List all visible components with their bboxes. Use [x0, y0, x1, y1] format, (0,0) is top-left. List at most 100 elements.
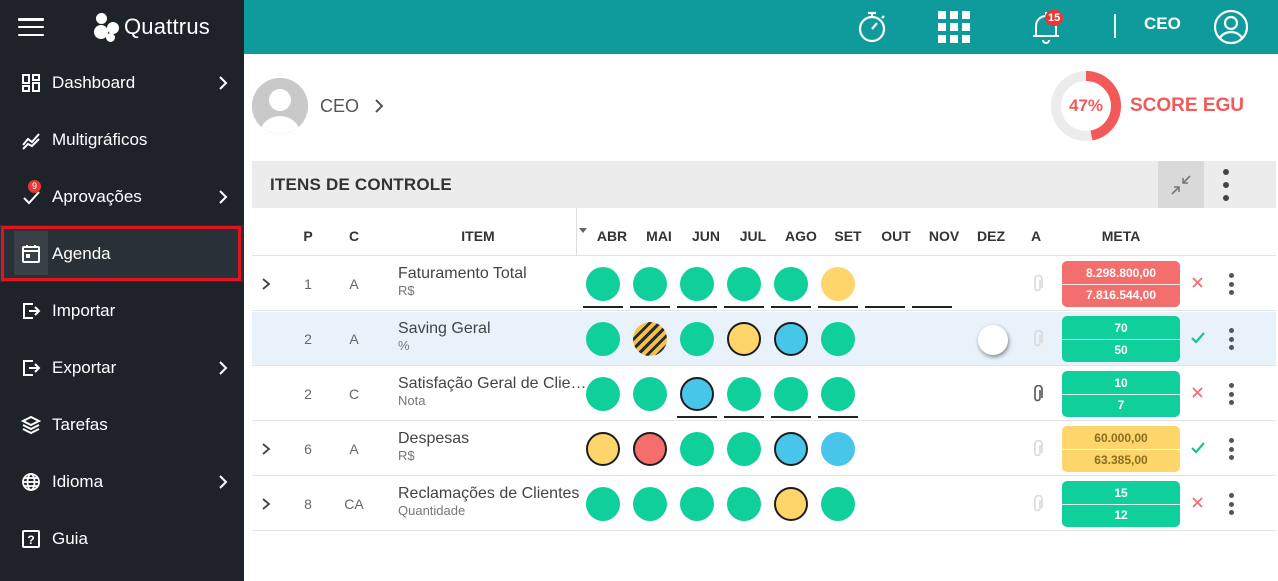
status-dot-blue[interactable] — [774, 322, 808, 356]
sidebar-item-aprovacoes[interactable]: 9 Aprovações — [0, 168, 244, 225]
status-dot-green[interactable] — [727, 377, 761, 411]
meta-actual: 12 — [1114, 507, 1128, 522]
status-dot-green[interactable] — [586, 322, 620, 356]
item-unit: R$ — [398, 448, 415, 463]
status-dot-green[interactable] — [633, 267, 667, 301]
column-header-p[interactable]: P — [303, 228, 313, 244]
column-header-item[interactable]: ITEM — [461, 228, 495, 244]
hamburger-menu-icon[interactable] — [18, 18, 44, 36]
score-label: SCORE EGU — [1130, 95, 1245, 116]
row-menu-icon[interactable] — [1227, 438, 1235, 460]
table-row[interactable]: 8 CA Reclamações de Clientes Quantidade 15 12 — [252, 477, 1276, 531]
status-dot-green[interactable] — [821, 322, 855, 356]
sidebar-item-tarefas[interactable]: Tarefas — [0, 396, 244, 453]
top-bar: 15 CEO — [244, 0, 1278, 54]
meta-badge[interactable]: 15 12 — [1062, 481, 1180, 527]
item-cell[interactable]: Saving Geral% — [398, 320, 592, 353]
status-dot-green[interactable] — [586, 487, 620, 521]
meta-badge[interactable]: 10 7 — [1062, 371, 1180, 417]
status-dot-blue[interactable] — [774, 432, 808, 466]
month-underline — [912, 306, 952, 308]
row-menu-icon[interactable] — [1227, 328, 1235, 350]
user-avatar-icon[interactable] — [1212, 0, 1250, 54]
status-dot-blue[interactable] — [680, 377, 714, 411]
user-breadcrumb[interactable]: CEO — [252, 78, 385, 134]
logo[interactable]: Quattrus — [94, 12, 210, 42]
status-dot-green[interactable] — [727, 432, 761, 466]
status-dot-green[interactable] — [727, 267, 761, 301]
status-dot-green[interactable] — [586, 267, 620, 301]
column-header-month: AGO — [785, 228, 817, 244]
meta-actual: 7 — [1117, 397, 1125, 412]
status-dot-green[interactable] — [680, 487, 714, 521]
status-dot-striped[interactable] — [633, 322, 667, 356]
status-dot-green[interactable] — [774, 377, 808, 411]
sidebar-item-multigraficos[interactable]: Multigráficos — [0, 111, 244, 168]
expand-row-chevron-icon[interactable] — [258, 422, 274, 476]
sidebar-item-dashboard[interactable]: Dashboard — [0, 54, 244, 111]
status-dot-yellow[interactable] — [821, 267, 855, 301]
status-dot-green[interactable] — [633, 377, 667, 411]
collapse-button[interactable] — [1158, 161, 1204, 208]
expand-row-chevron-icon[interactable] — [258, 257, 274, 311]
table-row[interactable]: 6 A Despesas R$ 60.000,00 63.385,00 — [252, 422, 1276, 476]
item-cell[interactable]: Satisfação Geral de Clientes Nota — [398, 375, 592, 408]
apps-grid-icon[interactable] — [936, 0, 972, 54]
table-row[interactable]: 2 A Saving Geral% 70 50 — [252, 312, 1276, 366]
panel-title: ITENS DE CONTROLE — [270, 175, 452, 194]
status-dot-green[interactable] — [680, 322, 714, 356]
toggle-knob[interactable] — [978, 325, 1008, 355]
status-dot-green[interactable] — [680, 267, 714, 301]
sidebar-item-exportar[interactable]: Exportar — [0, 339, 244, 396]
trend-icon — [20, 129, 42, 151]
item-cell[interactable]: Faturamento Total R$ — [398, 265, 592, 298]
status-dot-green[interactable] — [821, 487, 855, 521]
status-dot-green[interactable] — [680, 432, 714, 466]
status-dot-red[interactable] — [633, 432, 667, 466]
status-dot-yellow[interactable] — [774, 487, 808, 521]
expand-row-chevron-icon[interactable] — [258, 477, 274, 531]
status-dot-green[interactable] — [633, 487, 667, 521]
user-name: CEO — [320, 95, 360, 116]
item-cell[interactable]: Despesas R$ — [398, 430, 592, 463]
help-icon: ? — [20, 528, 42, 550]
item-cell[interactable]: Reclamações de Clientes Quantidade — [398, 485, 592, 518]
table-row[interactable]: 2 C Satisfação Geral de Clientes Nota 10 7 — [252, 367, 1276, 421]
panel-header: ITENS DE CONTROLE — [252, 161, 1276, 208]
meta-badge[interactable]: 70 50 — [1062, 316, 1180, 362]
attachment-icon[interactable] — [1032, 385, 1044, 403]
logo-mark-icon — [94, 12, 120, 42]
panel-menu-icon[interactable] — [1216, 169, 1236, 201]
status-dot-yellow[interactable] — [727, 322, 761, 356]
sidebar-item-importar[interactable]: Importar — [0, 282, 244, 339]
cell-p: 6 — [304, 441, 312, 457]
sidebar-item-guia[interactable]: ? Guia — [0, 510, 244, 567]
score-widget[interactable]: 47% SCORE EGU — [1050, 70, 1244, 142]
row-menu-icon[interactable] — [1227, 383, 1235, 405]
status-dot-blue[interactable] — [821, 432, 855, 466]
export-icon — [20, 357, 42, 379]
status-dot-green[interactable] — [774, 267, 808, 301]
column-header-month: MAI — [646, 228, 672, 244]
column-header-c[interactable]: C — [348, 228, 360, 244]
status-dot-yellow[interactable] — [586, 432, 620, 466]
sidebar-item-agenda[interactable]: Agenda — [0, 225, 244, 282]
stopwatch-icon[interactable] — [856, 0, 888, 54]
table-row[interactable]: 1 A Faturamento Total R$ 8.298.800,00 7.816.5… — [252, 257, 1276, 311]
topbar-user-label[interactable]: CEO — [1144, 14, 1181, 33]
notifications-bell-icon[interactable]: 15 — [1026, 0, 1066, 54]
attachment-icon[interactable] — [1032, 440, 1044, 458]
attachment-icon[interactable] — [1032, 330, 1044, 348]
sort-caret-icon[interactable] — [579, 228, 587, 233]
status-dot-green[interactable] — [586, 377, 620, 411]
attachment-icon[interactable] — [1032, 495, 1044, 513]
attachment-icon[interactable] — [1032, 275, 1044, 293]
meta-badge[interactable]: 8.298.800,00 7.816.544,00 — [1062, 261, 1180, 307]
row-menu-icon[interactable] — [1227, 273, 1235, 295]
status-dot-green[interactable] — [821, 377, 855, 411]
row-menu-icon[interactable] — [1227, 493, 1235, 515]
status-dot-green[interactable] — [727, 487, 761, 521]
sidebar-item-idioma[interactable]: Idioma — [0, 453, 244, 510]
meta-badge[interactable]: 60.000,00 63.385,00 — [1062, 426, 1180, 472]
